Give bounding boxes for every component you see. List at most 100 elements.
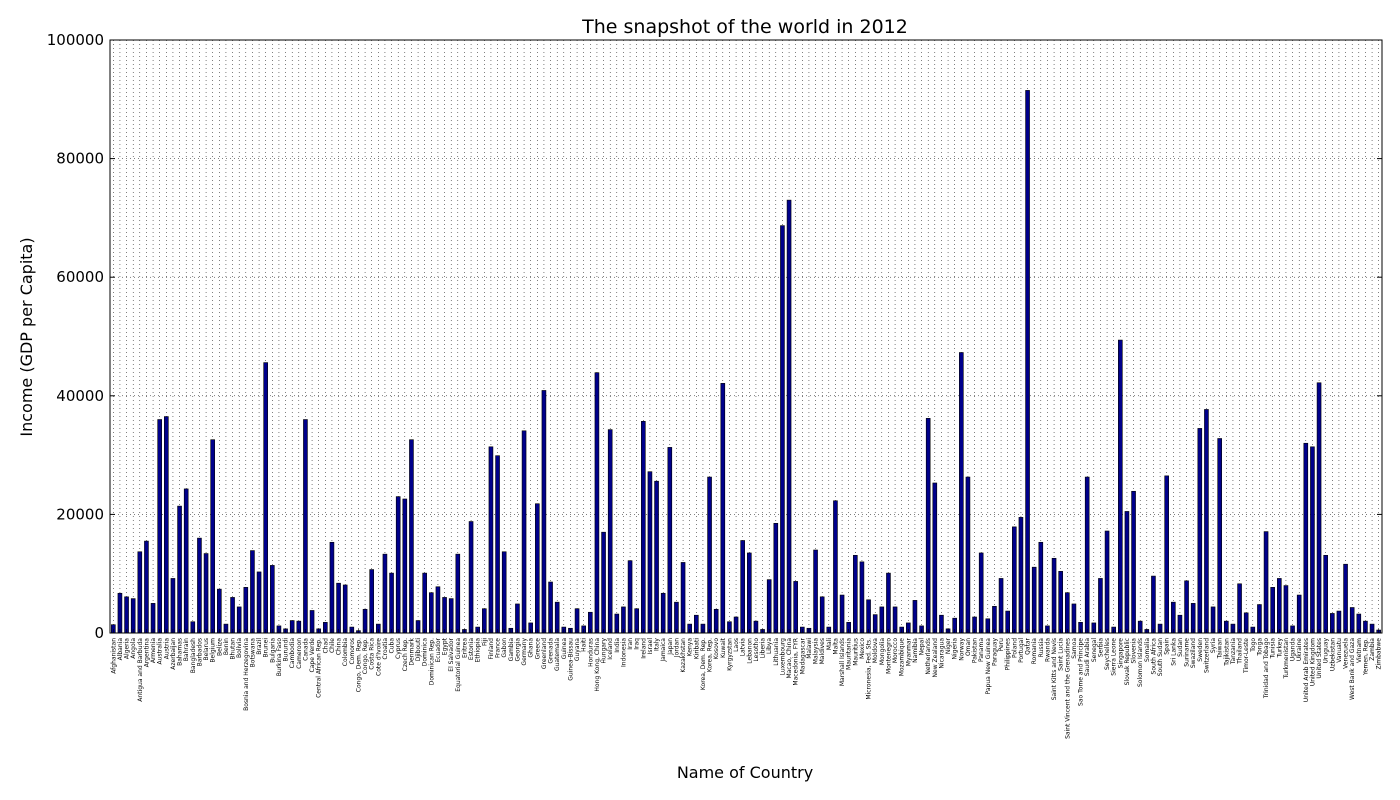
x-tick-label: Egypt: [442, 637, 449, 655]
x-tick-label: Ghana: [528, 638, 535, 658]
x-tick-label: Qatar: [1025, 637, 1032, 654]
x-tick-label: West Bank and Gaza: [1349, 638, 1356, 700]
bar: [833, 500, 838, 634]
x-tick-label: Grenada: [548, 638, 555, 664]
x-tick-label: Bahamas: [177, 638, 184, 666]
x-tick-label: Finland: [488, 638, 495, 660]
bar: [1012, 526, 1017, 634]
x-tick-label: Canada: [302, 638, 309, 661]
x-tick-label: Lithuania: [773, 638, 780, 666]
x-tick-label: Cameroon: [296, 638, 303, 669]
bar-series: [111, 90, 1381, 634]
x-tick-label: Samoa: [1071, 638, 1078, 659]
bar: [448, 598, 454, 634]
x-tick-label: Serbia: [1097, 638, 1104, 657]
x-tick-label: Ireland: [640, 638, 647, 659]
x-tick-label: Saint Kitts and Nevis: [1051, 638, 1058, 700]
x-axis-label: Name of Country: [677, 763, 813, 782]
bar: [554, 601, 560, 634]
x-tick-label: Spain: [1164, 638, 1171, 655]
bar: [535, 503, 540, 634]
bar: [336, 582, 341, 634]
bar: [455, 553, 461, 634]
x-tick-label: Tunisia: [1270, 638, 1277, 660]
x-tick-label: Uzbekistan: [1329, 638, 1336, 671]
x-tick-label: Togo: [1250, 638, 1257, 653]
x-tick-label: Congo, Dem. Rep.: [355, 638, 362, 692]
x-tick-label: Barbados: [196, 638, 203, 666]
bar: [654, 480, 659, 634]
x-tick-label: Bahrain: [183, 638, 190, 661]
x-tick-label: Somalia: [1144, 638, 1151, 662]
plot-frame: [109, 39, 1383, 634]
bar: [409, 439, 414, 634]
x-tick-label: Kiribati: [693, 638, 700, 660]
bar: [959, 352, 964, 634]
bar: [707, 476, 712, 634]
x-tick-label: Uruguay: [1323, 638, 1330, 664]
bar: [607, 429, 613, 634]
x-tick-label: Djibouti: [415, 638, 422, 662]
x-tick-label: Rwanda: [1044, 638, 1051, 662]
bar: [1197, 428, 1203, 634]
bar: [1237, 583, 1242, 634]
x-tick-label: Angola: [130, 638, 137, 659]
bar: [521, 430, 527, 634]
x-tick-label: Pakistan: [972, 638, 979, 663]
bar: [819, 596, 825, 634]
bar: [813, 549, 818, 634]
bar: [369, 569, 374, 634]
x-tick-label: Taiwan: [1217, 638, 1224, 660]
x-tick-label: Kosovo: [713, 638, 720, 660]
x-tick-label: Denmark: [408, 637, 415, 665]
x-tick-label: Vietnam: [1356, 638, 1363, 663]
bar: [912, 600, 918, 634]
x-tick-label: Uganda: [1290, 638, 1297, 661]
bar: [1084, 476, 1090, 634]
x-tick-label: Macao, China: [786, 638, 793, 679]
bar: [932, 482, 938, 634]
bar: [395, 496, 401, 634]
bar: [303, 419, 308, 634]
bar: [1098, 578, 1103, 634]
x-tick-label: Fiji: [481, 638, 488, 646]
x-tick-label: Azerbaijan: [170, 638, 177, 670]
x-tick-label: Timor-Leste: [1243, 638, 1250, 674]
x-tick-label: Romania: [1031, 638, 1038, 665]
bar: [230, 597, 235, 634]
x-tick-label: Namibia: [912, 638, 919, 663]
x-tick-label: Belarus: [203, 638, 210, 661]
bar: [853, 555, 858, 634]
bar: [150, 603, 156, 634]
x-tick-label: Netherlands: [925, 638, 932, 675]
bar: [1190, 603, 1196, 634]
x-tick-label: Saint Vincent and the Grenadines: [1064, 638, 1071, 739]
x-tick-label: Montenegro: [885, 638, 892, 674]
bar: [1257, 604, 1262, 634]
bar: [1217, 438, 1222, 634]
x-tick-label: Malta: [832, 638, 839, 655]
x-tick-label: Zimbabwe: [1376, 638, 1383, 670]
bar: [137, 551, 143, 634]
x-tick-label: Poland: [1011, 638, 1018, 658]
x-tick-label: Costa Rica: [369, 638, 376, 670]
x-tick-label: Kyrgyzstan: [726, 638, 733, 671]
bar: [740, 540, 745, 634]
x-tick-label: Liberia: [760, 638, 767, 659]
bar: [183, 488, 189, 634]
x-tick-label: Marshall Islands: [839, 638, 846, 686]
x-tick-label: Sierra Leone: [1111, 638, 1118, 676]
bar: [435, 586, 441, 634]
x-tick-label: Iceland: [607, 638, 614, 660]
bar: [627, 560, 633, 634]
x-tick-label: Saint Lucia: [1058, 638, 1065, 671]
x-tick-label: Haiti: [581, 638, 588, 652]
bar: [1277, 578, 1282, 634]
x-tick-label: Seychelles: [1104, 638, 1111, 670]
x-tick-label: Mongolia: [879, 638, 886, 665]
x-tick-label: New Zealand: [932, 638, 939, 678]
bar: [389, 572, 394, 634]
x-tick-label: Thailand: [1237, 638, 1244, 665]
x-tick-label: Singapore: [1117, 638, 1124, 669]
x-tick-label: Oman: [965, 638, 972, 656]
